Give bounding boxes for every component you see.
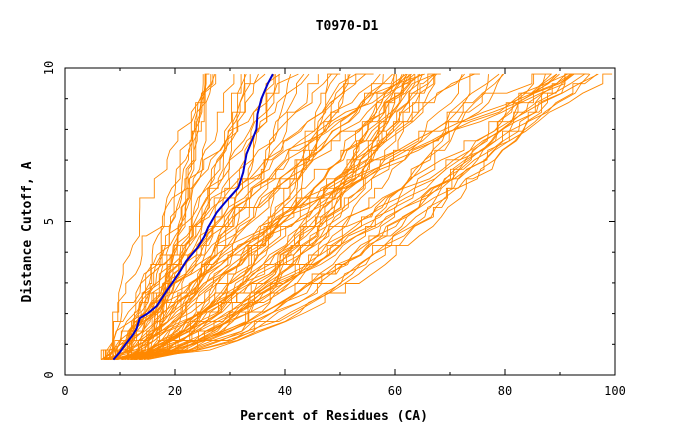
model-line: [130, 73, 425, 360]
model-line: [124, 73, 441, 360]
model-line: [139, 73, 598, 361]
model-line: [114, 73, 423, 360]
model-line: [105, 74, 535, 361]
model-line: [133, 74, 419, 361]
model-line: [112, 74, 436, 361]
model-line: [128, 73, 366, 360]
highlight-series: [112, 73, 274, 361]
model-line: [113, 73, 310, 360]
model-line: [121, 73, 573, 361]
model-line: [135, 73, 436, 361]
model-line: [101, 73, 465, 360]
model-line: [109, 73, 560, 361]
x-tick-label: 0: [61, 384, 68, 398]
model-line: [127, 73, 292, 360]
x-tick-label: 80: [498, 384, 512, 398]
model-line: [103, 73, 266, 360]
model-line: [100, 73, 546, 360]
x-axis-ticks: 0 20 40 60 80 100: [61, 68, 626, 398]
model-line: [139, 73, 415, 361]
y-tick-label: 10: [42, 61, 56, 75]
x-tick-label: 100: [604, 384, 626, 398]
model-line: [130, 73, 480, 361]
y-axis-label: Distance Cutoff, A: [20, 161, 35, 302]
model-line: [107, 74, 242, 361]
model-line: [144, 73, 575, 361]
x-tick-label: 60: [388, 384, 402, 398]
model-line: [105, 74, 395, 361]
y-tick-label: 0: [42, 371, 56, 378]
y-axis-ticks: 0 5 10: [42, 61, 615, 379]
model-lines: [100, 73, 613, 361]
model-line: [121, 73, 338, 361]
model-line: [116, 74, 275, 360]
model-line: [113, 73, 552, 361]
model-line: [140, 74, 280, 360]
model-line: [100, 73, 421, 361]
highlight-line: [112, 73, 274, 361]
model-line: [107, 73, 332, 360]
model-line: [117, 73, 613, 361]
model-line: [126, 73, 374, 360]
chart-title: T0970-D1: [316, 19, 379, 34]
x-tick-label: 20: [168, 384, 182, 398]
model-line: [102, 73, 585, 360]
model-line: [141, 73, 505, 360]
model-line: [118, 73, 408, 360]
model-line: [130, 73, 552, 360]
model-line: [136, 73, 591, 361]
model-line: [108, 73, 590, 360]
x-tick-label: 40: [278, 384, 292, 398]
model-line: [113, 73, 381, 360]
model-line: [106, 73, 299, 360]
y-tick-label: 5: [42, 218, 56, 225]
model-line: [115, 73, 587, 361]
model-line: [142, 73, 572, 360]
model-line: [130, 73, 567, 361]
model-line: [143, 73, 599, 360]
model-line: [112, 74, 217, 360]
model-line: [115, 73, 436, 360]
x-axis-label: Percent of Residues (CA): [240, 409, 428, 424]
model-line: [114, 74, 489, 361]
